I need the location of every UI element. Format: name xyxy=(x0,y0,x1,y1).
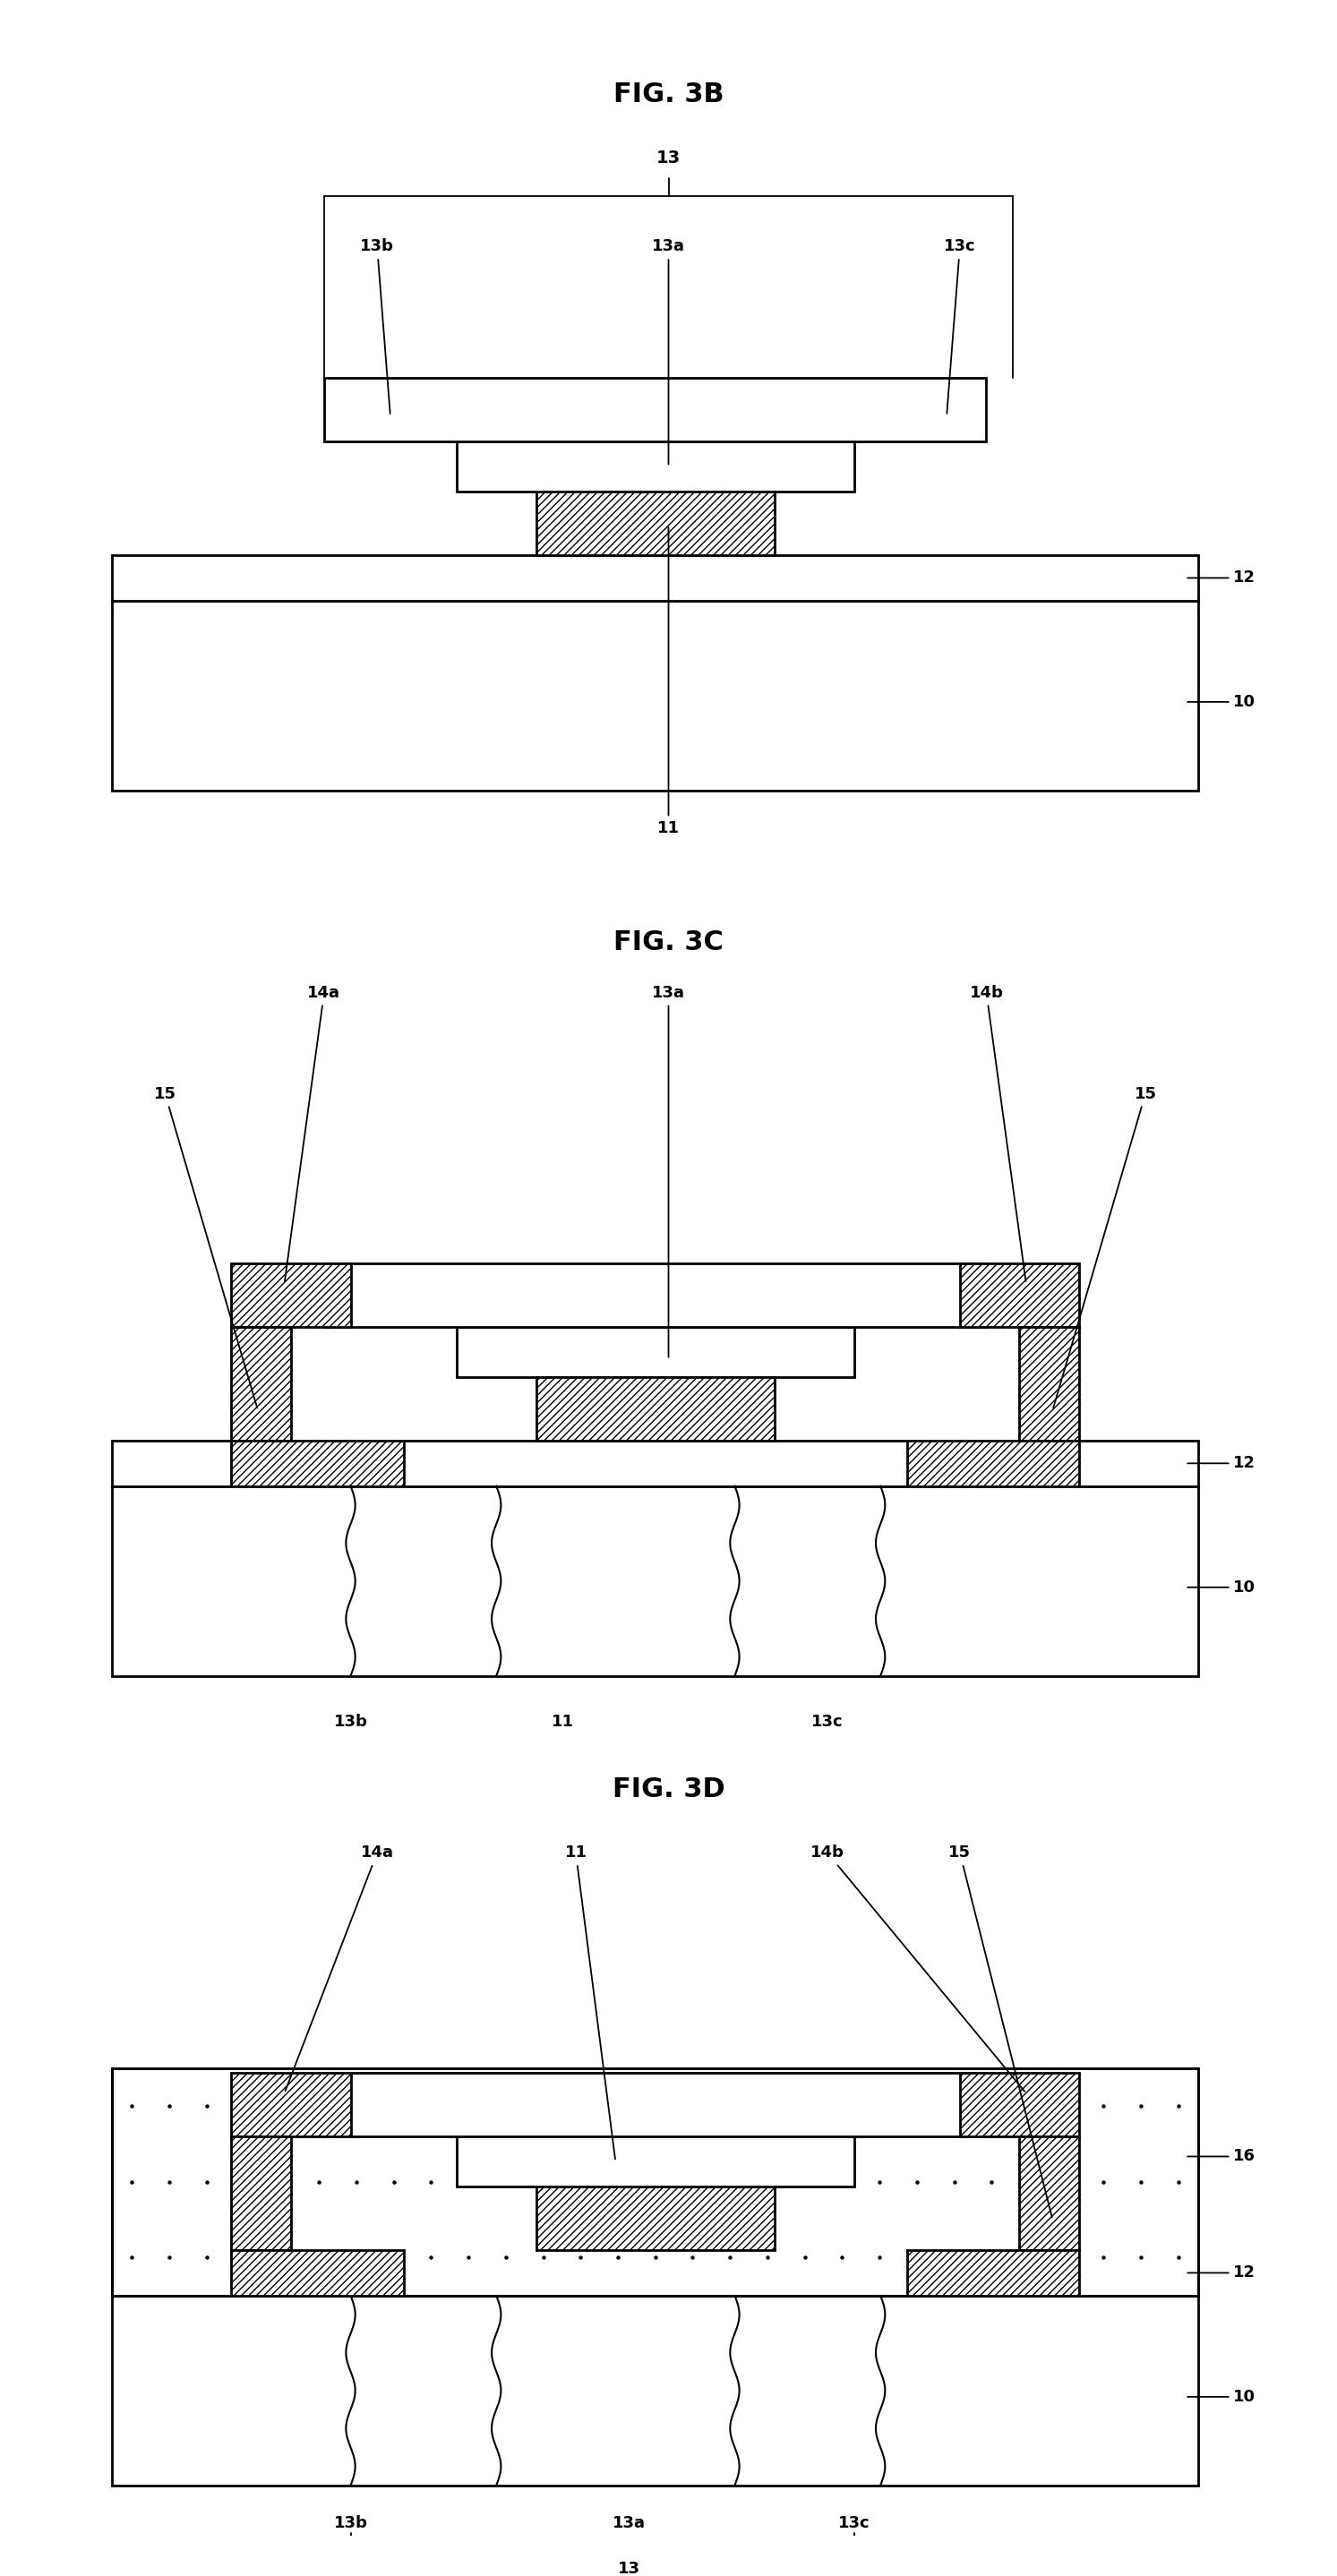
Bar xyxy=(112,2295,1198,2486)
Bar xyxy=(231,2136,291,2249)
Bar xyxy=(324,2074,987,2136)
Bar xyxy=(112,556,1198,600)
Text: 15: 15 xyxy=(949,1844,1052,2218)
Bar xyxy=(231,1262,350,1327)
Bar xyxy=(112,600,1198,791)
Bar xyxy=(906,2249,1079,2295)
Bar xyxy=(231,2136,291,2249)
Bar xyxy=(456,1327,854,1378)
Text: FIG. 3C: FIG. 3C xyxy=(614,930,723,956)
Text: 10: 10 xyxy=(1187,693,1255,711)
Bar xyxy=(536,1378,774,1440)
Bar xyxy=(231,1440,404,1486)
Bar xyxy=(1020,2136,1079,2249)
Text: 14b: 14b xyxy=(810,1844,1024,2092)
Text: 13c: 13c xyxy=(944,240,976,415)
Text: 13a: 13a xyxy=(652,984,685,1358)
Bar xyxy=(112,2069,1198,2295)
Bar xyxy=(112,2249,1198,2295)
Text: 12: 12 xyxy=(1187,2264,1255,2280)
Bar xyxy=(231,2074,350,2136)
Bar xyxy=(960,2074,1079,2136)
Bar xyxy=(324,2074,987,2136)
Bar xyxy=(456,2136,854,2187)
Bar xyxy=(324,379,987,440)
Text: FIG. 3B: FIG. 3B xyxy=(614,82,723,108)
Bar xyxy=(1020,1327,1079,1440)
Bar xyxy=(960,2074,1079,2136)
Text: FIG. 3D: FIG. 3D xyxy=(612,1777,725,1803)
Text: 12: 12 xyxy=(1187,569,1255,585)
Bar xyxy=(112,1440,1198,1486)
Text: 13a: 13a xyxy=(652,240,685,464)
Text: 10: 10 xyxy=(1187,1579,1255,1595)
Bar xyxy=(536,2187,774,2249)
Bar xyxy=(231,2249,404,2295)
Text: 10: 10 xyxy=(1187,2388,1255,2406)
Text: 14a: 14a xyxy=(285,984,341,1280)
Text: 14a: 14a xyxy=(285,1844,393,2092)
Text: 11: 11 xyxy=(551,1713,574,1728)
Text: 15: 15 xyxy=(154,1087,257,1409)
Text: 13a: 13a xyxy=(612,2514,646,2532)
Text: 13: 13 xyxy=(618,2561,640,2576)
Text: 13c: 13c xyxy=(812,1713,844,1728)
Text: 11: 11 xyxy=(564,1844,615,2159)
Bar xyxy=(231,2074,350,2136)
Text: 13b: 13b xyxy=(334,1713,368,1728)
Text: 11: 11 xyxy=(658,528,679,837)
Bar xyxy=(536,2187,774,2249)
Text: 13b: 13b xyxy=(360,240,394,415)
Text: 13c: 13c xyxy=(838,2514,870,2532)
Bar xyxy=(456,440,854,492)
Bar xyxy=(324,1262,987,1327)
Bar xyxy=(906,1440,1079,1486)
Bar xyxy=(231,1327,291,1440)
Text: 12: 12 xyxy=(1187,1455,1255,1471)
Text: 13b: 13b xyxy=(334,2514,368,2532)
Bar xyxy=(456,2136,854,2187)
Text: 13: 13 xyxy=(656,149,681,167)
Text: 16: 16 xyxy=(1187,2148,1255,2164)
Bar xyxy=(1020,2136,1079,2249)
Bar xyxy=(536,492,774,556)
Bar xyxy=(231,2249,404,2295)
Bar xyxy=(906,2249,1079,2295)
Text: 15: 15 xyxy=(1054,1087,1157,1409)
Bar xyxy=(112,1486,1198,1677)
Text: 14b: 14b xyxy=(969,984,1025,1280)
Bar xyxy=(960,1262,1079,1327)
